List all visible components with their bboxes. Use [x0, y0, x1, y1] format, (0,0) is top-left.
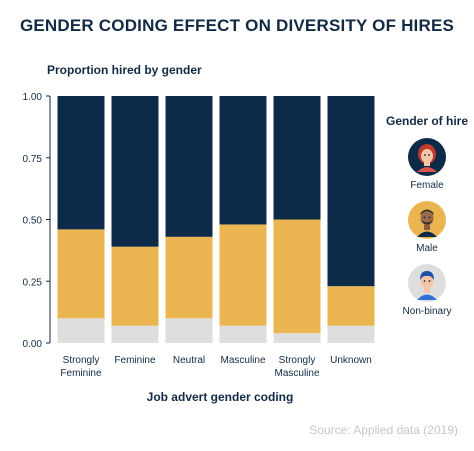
y-axis: 0.00 0.25 0.50 0.75 1.00 — [23, 92, 51, 350]
bar-segment-male — [327, 96, 375, 287]
x-tick-label: Neutral — [173, 355, 205, 366]
x-axis: Strongly Feminine Feminine Neutral Masculine… — [60, 355, 371, 379]
bar-segment-non-binary — [219, 325, 267, 343]
chart-title: GENDER CODING EFFECT ON DIVERSITY OF HIR… — [19, 16, 455, 35]
female-avatar-icon — [408, 138, 446, 176]
bar-segment-non-binary — [327, 325, 375, 343]
x-tick-label: Strongly Feminine — [60, 355, 102, 379]
bar-segment-non-binary — [111, 325, 159, 343]
bar-segment-female — [219, 224, 267, 326]
y-axis-label: Proportion hired by gender — [47, 63, 202, 77]
legend-label: Female — [410, 180, 444, 191]
bar-segment-non-binary — [273, 333, 321, 343]
bar-segment-male — [111, 96, 159, 247]
y-tick-label: 1.00 — [23, 92, 43, 103]
x-axis-label: Job advert gender coding — [146, 390, 294, 404]
bar-segment-male — [57, 96, 105, 230]
legend-label: Non-binary — [402, 306, 452, 317]
legend: Gender of hire Female Male — [380, 114, 474, 327]
legend-label: Male — [416, 243, 438, 254]
bar-segment-female — [327, 286, 375, 326]
bar-segment-female — [111, 246, 159, 326]
y-tick-label: 0.00 — [23, 339, 43, 350]
bar-segment-male — [165, 96, 213, 237]
legend-item-female: Female — [380, 138, 474, 191]
x-tick-label: Feminine — [114, 355, 156, 366]
x-tick-label: Strongly Masculine — [274, 355, 319, 379]
bar-segment-female — [165, 236, 213, 319]
x-tick-label: Unknown — [330, 355, 372, 366]
bar-segment-non-binary — [57, 318, 105, 343]
bar-segment-male — [273, 96, 321, 220]
x-tick-label: Masculine — [220, 355, 265, 366]
bar-segment-male — [219, 96, 267, 225]
y-tick-label: 0.50 — [23, 216, 43, 227]
bars — [57, 96, 375, 343]
legend-item-male: Male — [380, 201, 474, 254]
y-tick-label: 0.75 — [23, 154, 43, 165]
source-note: Source: Applied data (2019) — [309, 423, 458, 437]
male-avatar-icon — [408, 201, 446, 239]
y-tick-label: 0.25 — [23, 277, 43, 288]
bar-segment-female — [273, 219, 321, 334]
bar-segment-female — [57, 229, 105, 319]
legend-title: Gender of hire — [385, 114, 468, 128]
legend-item-nonbinary: Non-binary — [380, 264, 474, 317]
nonbinary-avatar-icon — [408, 264, 446, 302]
bar-segment-non-binary — [165, 318, 213, 343]
